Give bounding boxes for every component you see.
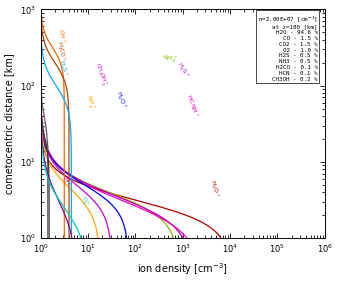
Text: HCNH$^+$: HCNH$^+$ xyxy=(184,92,201,118)
Text: H$_2$S$^+$: H$_2$S$^+$ xyxy=(56,58,69,78)
Text: n=2.00E+07 [cm$^{-3}$]
at z=180 [km]
H2O - 94.6 %
CO - 1.5 %
CO2 - 1.5 %
O2 - 1.: n=2.00E+07 [cm$^{-3}$] at z=180 [km] H2O… xyxy=(258,14,318,81)
Text: H$^+$: H$^+$ xyxy=(60,175,72,188)
Text: H$_2$O$^+$: H$_2$O$^+$ xyxy=(113,89,129,110)
Text: OH$^+$: OH$^+$ xyxy=(56,27,67,44)
X-axis label: ion density [cm$^{-3}$]: ion density [cm$^{-3}$] xyxy=(137,261,228,277)
Text: H$_2$S$^+$: H$_2$S$^+$ xyxy=(174,60,191,80)
Text: H$_3$O$^+$: H$_3$O$^+$ xyxy=(207,178,221,199)
Text: O$_2^+$: O$_2^+$ xyxy=(76,195,90,209)
Text: NH$_4^+$: NH$_4^+$ xyxy=(83,94,97,112)
Text: CO$_2^+$: CO$_2^+$ xyxy=(38,138,49,155)
Text: H$_3$CO$^+$: H$_3$CO$^+$ xyxy=(54,40,67,63)
Text: NH$_4^+$: NH$_4^+$ xyxy=(162,54,179,65)
Y-axis label: cometocentric distance [km]: cometocentric distance [km] xyxy=(4,53,14,194)
Text: CO$^+$: CO$^+$ xyxy=(38,120,49,136)
Text: CH$_3$OH$_2^+$: CH$_3$OH$_2^+$ xyxy=(91,61,109,88)
